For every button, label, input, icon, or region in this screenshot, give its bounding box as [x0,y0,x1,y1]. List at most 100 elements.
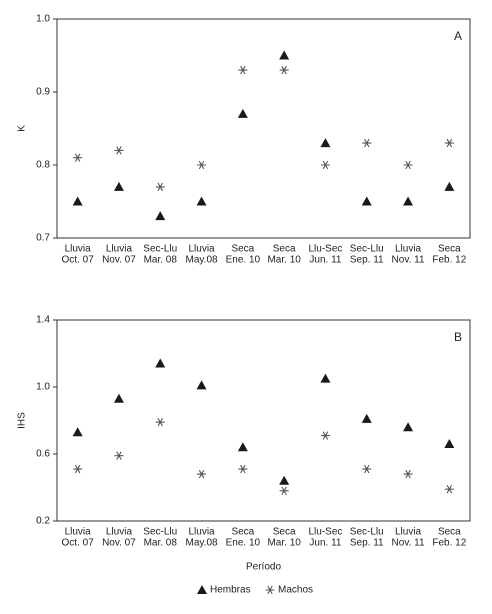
marker [403,160,413,170]
marker [279,65,289,75]
x-tick-label: Nov. 11 [392,255,425,266]
marker [237,108,248,118]
y-tick-label: 1.0 [36,382,50,393]
marker [279,486,289,496]
marker [238,464,248,474]
x-tick-label: Lluvia [65,527,92,538]
x-tick-label: Mar. 10 [267,255,301,266]
panel-label: A [454,29,462,43]
marker [320,138,331,148]
x-tick-label: Lluvia [106,527,133,538]
x-tick-label: Sec-Llu [143,244,177,255]
x-tick-label: Oct. 07 [62,538,95,549]
marker [403,469,413,479]
x-tick-label: Jun. 11 [309,255,341,266]
x-tick-label: Lluvia [106,244,133,255]
x-tick-label: Sec-Llu [143,527,177,538]
x-tick-label: Lluvia [395,527,422,538]
marker [72,196,83,206]
x-tick-label: Nov. 07 [102,538,136,549]
marker [155,211,166,221]
marker [320,160,330,170]
marker [237,442,248,452]
x-tick-label: Lluvia [188,527,215,538]
x-tick-label: Seca [231,244,254,255]
x-tick-label: Oct. 07 [62,255,95,266]
x-tick-label: Lluvia [395,244,422,255]
marker [73,153,83,162]
marker [279,50,290,60]
x-tick-label: Sep. 11 [350,538,384,549]
legend-label: Machos [278,585,313,596]
x-tick-label: May.08 [186,538,218,549]
plot-frame [56,18,471,239]
marker [362,464,372,474]
marker [444,181,455,191]
marker [155,182,165,192]
marker [155,358,166,368]
marker [403,196,414,206]
x-tick-label: Jun. 11 [309,538,341,549]
x-tick-label: Ene. 10 [226,538,261,549]
marker [444,485,454,494]
marker [155,418,165,427]
marker [114,451,124,460]
x-tick-label: Seca [231,527,254,538]
x-tick-label: May.08 [186,255,218,266]
x-tick-label: Mar. 10 [267,538,301,549]
y-tick-label: 0.6 [36,449,50,460]
legend-label: Hembras [210,585,251,596]
x-tick-label: Llu-Sec [308,527,342,538]
marker [320,431,330,440]
y-tick-label: 0.2 [36,516,50,527]
y-tick-label: 0.7 [36,233,50,244]
marker [196,196,207,206]
x-tick-label: Lluvia [65,244,92,255]
x-tick-label: Nov. 07 [102,255,136,266]
x-tick-label: Sec-Llu [350,527,384,538]
y-axis-label: IHS [17,412,28,429]
x-tick-label: Sec-Llu [350,244,384,255]
marker [265,585,275,595]
marker [113,181,124,191]
marker [361,413,372,423]
panel-label: B [454,330,462,344]
x-tick-label: Seca [273,527,296,538]
x-tick-label: Seca [438,527,461,538]
x-tick-label: Feb. 12 [432,255,466,266]
marker [114,146,124,155]
marker [320,373,331,383]
y-tick-label: 0.8 [36,160,50,171]
plot-frame [56,319,471,522]
y-axis-label: K [17,125,28,132]
marker [361,196,372,206]
y-tick-label: 1.4 [36,315,50,326]
x-axis-label: Período [246,562,281,573]
x-tick-label: Sep. 11 [350,255,384,266]
marker [362,138,372,148]
x-tick-label: Lluvia [188,244,215,255]
x-tick-label: Nov. 11 [392,538,425,549]
x-tick-label: Seca [273,244,296,255]
marker [72,427,83,437]
y-tick-label: 0.9 [36,87,50,98]
marker [444,438,455,448]
x-tick-label: Feb. 12 [432,538,466,549]
marker [197,469,207,479]
marker [196,380,207,390]
marker [444,138,454,148]
y-tick-label: 1.0 [36,14,50,25]
marker [238,65,248,75]
x-tick-label: Ene. 10 [226,255,261,266]
marker [197,585,207,594]
marker [73,464,83,474]
marker [279,475,290,485]
x-tick-label: Mar. 08 [144,538,178,549]
x-tick-label: Mar. 08 [144,255,178,266]
x-tick-label: Llu-Sec [308,244,342,255]
marker [197,160,207,170]
marker [113,393,124,403]
marker [403,422,414,432]
x-tick-label: Seca [438,244,461,255]
